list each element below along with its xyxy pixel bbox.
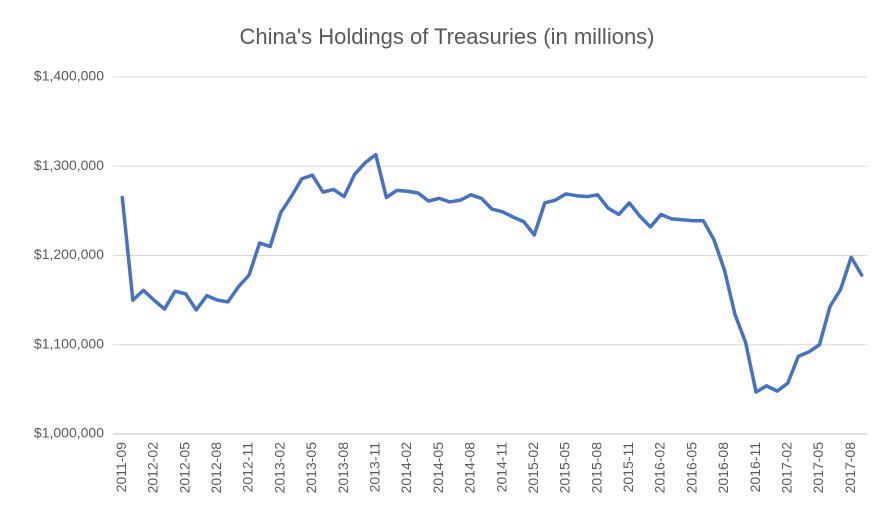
x-tick-label: 2017-05 — [810, 442, 826, 494]
x-tick-label: 2016-08 — [715, 442, 731, 494]
x-tick-label: 2012-02 — [145, 442, 161, 494]
x-tick-label: 2016-11 — [747, 442, 763, 493]
x-tick-label: 2011-09 — [113, 442, 129, 493]
x-tick-label: 2013-08 — [335, 442, 351, 494]
y-tick-label: $1,200,000 — [34, 246, 104, 262]
x-tick-label: 2014-08 — [462, 442, 478, 494]
y-tick-label: $1,400,000 — [34, 68, 104, 84]
x-tick-label: 2017-08 — [842, 442, 858, 494]
x-tick-label: 2014-02 — [398, 442, 414, 494]
x-tick-label: 2015-11 — [620, 442, 636, 493]
chart-title: China's Holdings of Treasuries (in milli… — [239, 24, 654, 49]
x-tick-label: 2015-05 — [557, 442, 573, 494]
x-tick-label: 2012-05 — [176, 442, 192, 494]
x-tick-label: 2012-11 — [240, 442, 256, 493]
x-tick-label: 2016-02 — [652, 442, 668, 494]
y-tick-label: $1,000,000 — [34, 425, 104, 441]
x-tick-label: 2014-11 — [493, 442, 509, 493]
x-tick-label: 2015-08 — [588, 442, 604, 494]
x-tick-label: 2015-02 — [525, 442, 541, 494]
line-series — [120, 152, 864, 394]
y-tick-label: $1,300,000 — [34, 157, 104, 173]
x-tick-label: 2012-08 — [208, 442, 224, 494]
y-tick-label: $1,100,000 — [34, 335, 104, 351]
x-tick-label: 2013-02 — [271, 442, 287, 494]
x-tick-label: 2016-05 — [683, 442, 699, 494]
x-tick-label: 2017-02 — [778, 442, 794, 494]
x-tick-label: 2013-11 — [367, 442, 383, 493]
x-tick-label: 2013-05 — [303, 442, 319, 494]
x-tick-label: 2014-05 — [430, 442, 446, 494]
